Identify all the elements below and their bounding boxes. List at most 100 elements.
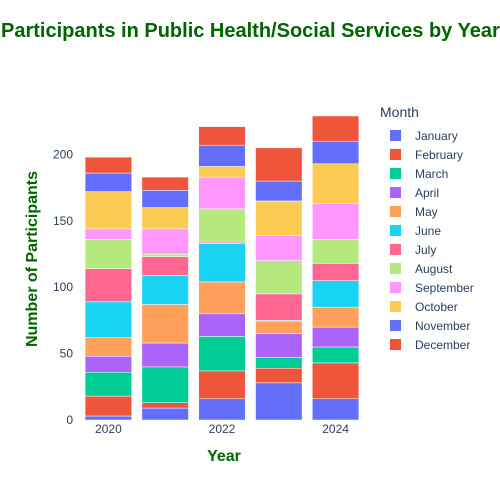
bar-april-2021 (141, 342, 189, 368)
legend-label: November (415, 318, 471, 333)
bar-november-2022 (198, 144, 246, 167)
legend: Month January February March April May June Ju… (380, 104, 474, 354)
bar-march-2021 (141, 366, 189, 403)
legend-item-april[interactable]: April (380, 183, 474, 202)
bar-september-2020 (84, 228, 132, 240)
legend-item-may[interactable]: May (380, 202, 474, 221)
legend-swatch (390, 206, 401, 217)
y-tick-label: 150 (53, 214, 73, 228)
y-tick-label: 200 (53, 147, 73, 161)
x-tick-label: 2022 (209, 422, 236, 436)
bar-november-2021 (141, 190, 189, 208)
bar-august-2020 (84, 239, 132, 269)
bar-september-2021 (141, 228, 189, 255)
bar-august-2021 (141, 253, 189, 257)
legend-label: April (415, 185, 440, 200)
legend-label: October (415, 299, 458, 314)
bar-june-2021 (141, 275, 189, 305)
legend-label: July (415, 242, 437, 257)
legend-label: May (415, 204, 438, 219)
legend-swatch (390, 282, 401, 293)
bar-december-2022 (198, 126, 246, 146)
x-tick-label: 2024 (322, 422, 349, 436)
legend-swatch (390, 149, 401, 160)
bar-march-2023 (255, 357, 303, 369)
x-axis-title: Year (207, 448, 241, 465)
bar-september-2024 (312, 203, 360, 240)
legend-items: January February March April May June July Augu… (380, 126, 474, 354)
x-tick-label: 2020 (95, 422, 122, 436)
legend-swatch (390, 168, 401, 179)
x-axis-ticks: 2020 2022 2024 (95, 422, 349, 436)
bar-november-2024 (312, 140, 360, 165)
y-axis-ticks: 0 50 100 150 200 (53, 147, 73, 427)
bar-may-2024 (312, 306, 360, 328)
bar-september-2023 (255, 235, 303, 261)
bar-august-2024 (312, 239, 360, 264)
bar-may-2021 (141, 304, 189, 344)
legend-item-march[interactable]: March (380, 164, 474, 183)
legend-item-october[interactable]: October (380, 297, 474, 316)
legend-item-november[interactable]: November (380, 316, 474, 335)
bar-april-2023 (255, 333, 303, 358)
bar-january-2023 (255, 382, 303, 421)
legend-label: February (415, 147, 464, 162)
bar-october-2022 (198, 166, 246, 178)
bar-may-2020 (84, 337, 132, 357)
bar-february-2021 (141, 402, 189, 409)
legend-label: December (415, 337, 471, 352)
bar-january-2020 (84, 415, 132, 421)
bar-august-2023 (255, 260, 303, 295)
bar-february-2023 (255, 367, 303, 384)
y-tick-label: 0 (66, 413, 73, 427)
bar-july-2023 (255, 293, 303, 321)
bar-june-2022 (198, 243, 246, 283)
legend-swatch (390, 187, 401, 198)
legend-item-december[interactable]: December (380, 335, 474, 354)
bar-may-2022 (198, 281, 246, 315)
legend-item-february[interactable]: February (380, 145, 474, 164)
legend-item-june[interactable]: June (380, 221, 474, 240)
legend-item-september[interactable]: September (380, 278, 474, 297)
bar-may-2023 (255, 321, 303, 334)
bar-october-2020 (84, 191, 132, 230)
bar-february-2022 (198, 370, 246, 400)
bar-march-2022 (198, 336, 246, 372)
bar-march-2024 (312, 346, 360, 364)
legend-item-january[interactable]: January (380, 126, 474, 145)
bar-june-2020 (84, 301, 132, 338)
legend-item-july[interactable]: July (380, 240, 474, 259)
bar-march-2020 (84, 371, 132, 397)
legend-swatch (390, 339, 401, 350)
legend-label: January (415, 128, 458, 143)
bar-august-2022 (198, 208, 246, 243)
bar-december-2023 (255, 147, 303, 182)
legend-swatch (390, 320, 401, 331)
bar-january-2024 (312, 398, 360, 421)
y-tick-label: 100 (53, 280, 73, 294)
bar-december-2024 (312, 115, 360, 142)
bar-september-2022 (198, 176, 246, 210)
legend-item-august[interactable]: August (380, 259, 474, 278)
y-axis-title: Number of Participants (24, 171, 41, 347)
bar-december-2021 (141, 176, 189, 191)
bar-july-2021 (141, 256, 189, 276)
bar-april-2020 (84, 356, 132, 373)
y-tick-label: 50 (60, 347, 74, 361)
bar-april-2022 (198, 313, 246, 337)
chart-title: Participants in Public Health/Social Ser… (1, 20, 500, 42)
legend-label: June (415, 223, 442, 238)
legend-swatch (390, 130, 401, 141)
legend-swatch (390, 244, 401, 255)
bar-july-2020 (84, 268, 132, 303)
bar-october-2021 (141, 207, 189, 230)
bar-january-2021 (141, 407, 189, 421)
bars-layer (84, 115, 360, 421)
bar-february-2020 (84, 395, 132, 417)
bar-december-2020 (84, 156, 132, 174)
bar-july-2024 (312, 263, 360, 281)
legend-swatch (390, 263, 401, 274)
bar-june-2024 (312, 280, 360, 308)
legend-label: August (415, 261, 453, 276)
bar-april-2024 (312, 326, 360, 348)
